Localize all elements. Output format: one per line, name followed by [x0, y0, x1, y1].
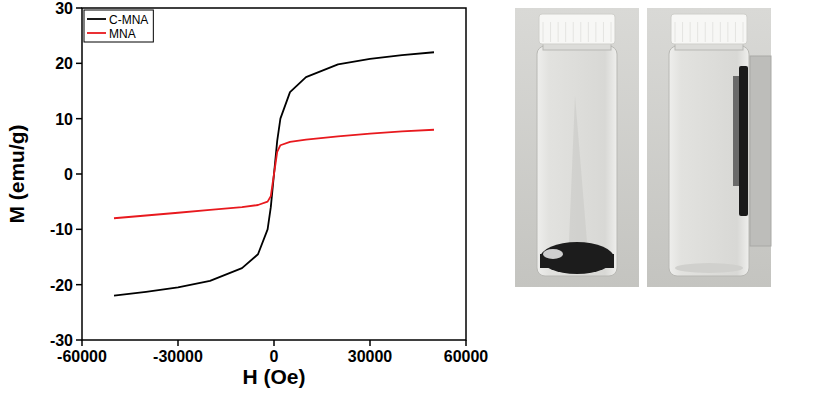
- cap-ridge: [743, 22, 744, 42]
- vial-cap: [671, 14, 747, 44]
- cap-ridge: [720, 22, 721, 42]
- x-tick-label: -30000: [153, 348, 203, 365]
- powder-dust: [569, 96, 587, 242]
- y-tick-label: -20: [50, 277, 73, 294]
- y-tick: [76, 118, 82, 120]
- x-tick: [177, 340, 179, 346]
- x-tick: [273, 340, 275, 346]
- powder-residue: [675, 263, 743, 273]
- vial-glass: [537, 46, 617, 276]
- photo-background: [647, 8, 771, 287]
- cap-ridge: [580, 22, 581, 42]
- cap-ridge: [558, 22, 559, 42]
- cap-ridge: [690, 22, 691, 42]
- y-tick: [76, 284, 82, 286]
- legend-box: [84, 10, 153, 42]
- cap-ridge: [565, 22, 566, 42]
- legend-swatch: [87, 18, 106, 20]
- x-tick-label: 60000: [444, 348, 489, 365]
- cap-ridge: [573, 22, 574, 42]
- vial-cap: [539, 14, 615, 44]
- series-line: [114, 52, 434, 295]
- plot-frame: [82, 8, 466, 340]
- cap-ridge: [735, 22, 736, 42]
- y-tick-label: 10: [55, 111, 73, 128]
- x-tick: [369, 340, 371, 346]
- x-axis-title: H (Oe): [243, 365, 306, 388]
- cap-ridge: [712, 22, 713, 42]
- cap-ridge: [543, 22, 544, 42]
- powder-attracted: [739, 66, 748, 216]
- legend-label: C-MNA: [109, 13, 148, 27]
- y-tick-label: 20: [55, 55, 73, 72]
- legend-label: MNA: [109, 27, 136, 41]
- y-tick: [76, 63, 82, 65]
- x-tick-label: -60000: [57, 348, 107, 365]
- cap-ridge: [550, 22, 551, 42]
- x-tick: [81, 340, 83, 346]
- cap-ridge: [675, 22, 676, 42]
- cap-ridge: [611, 22, 612, 42]
- x-tick-label: 30000: [348, 348, 393, 365]
- photo: [515, 8, 639, 287]
- figure: -60000 -30000 0 30000 60000 -30 -20 -10 0 10 20 30 H…: [0, 0, 827, 394]
- y-tick: [76, 7, 82, 9]
- cap-ridge: [603, 22, 604, 42]
- x-tick: [465, 340, 467, 346]
- powder-highlight: [543, 249, 563, 259]
- cap-ridge: [595, 22, 596, 42]
- y-tick-label: 30: [55, 0, 73, 17]
- x-tick-label: 0: [270, 348, 279, 365]
- powder: [540, 242, 614, 274]
- y-tick: [76, 339, 82, 341]
- cap-ridge: [682, 22, 683, 42]
- cap-ridge: [588, 22, 589, 42]
- cap-ridge: [705, 22, 706, 42]
- y-tick-label: 0: [64, 166, 73, 183]
- photo: [647, 8, 771, 287]
- powder-attracted: [733, 76, 739, 186]
- y-tick-label: -10: [50, 221, 73, 238]
- series-line: [114, 130, 434, 219]
- plot-area: [114, 52, 434, 295]
- y-tick-label: -30: [50, 332, 73, 349]
- magnet: [750, 56, 771, 246]
- legend: C-MNAMNA: [84, 10, 153, 42]
- y-axis-title: M (emu/g): [5, 124, 28, 223]
- y-tick: [76, 229, 82, 231]
- legend-swatch: [87, 32, 106, 34]
- photo-background: [515, 8, 639, 287]
- y-tick: [76, 173, 82, 175]
- cap-ridge: [697, 22, 698, 42]
- cap-ridge: [727, 22, 728, 42]
- vial-glass: [669, 46, 749, 276]
